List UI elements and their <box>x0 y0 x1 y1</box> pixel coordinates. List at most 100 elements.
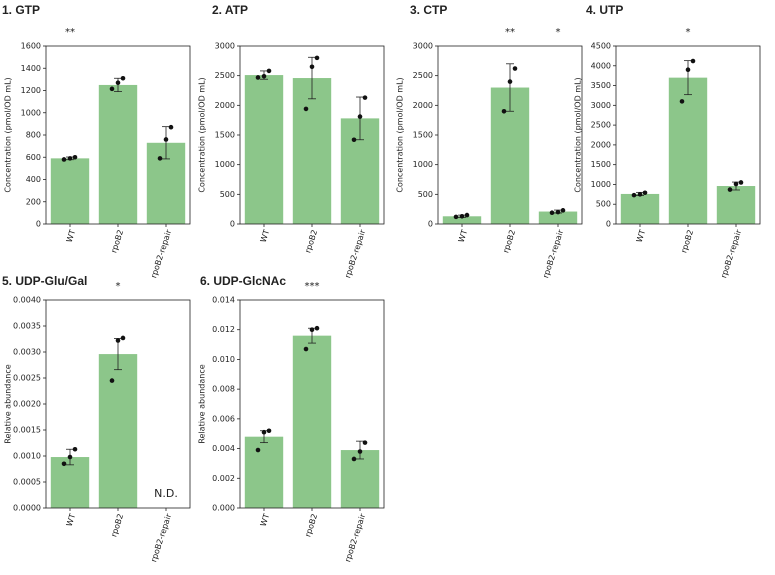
data-point <box>453 214 459 220</box>
significance: * <box>116 281 121 292</box>
y-axis-label: Concentration (pmol/OD mL) <box>574 77 583 192</box>
bar <box>244 436 284 508</box>
data-point <box>507 79 513 84</box>
y-tick-label: 0.0030 <box>13 348 41 357</box>
bar <box>50 158 90 224</box>
y-tick-label: 400 <box>26 175 41 184</box>
bar <box>98 354 138 508</box>
significance: ** <box>505 27 515 38</box>
x-tick-label: WT <box>259 513 272 528</box>
y-tick-label: 3000 <box>591 101 611 110</box>
y-tick-label: 1500 <box>215 131 235 140</box>
x-tick-label: WT <box>259 229 272 244</box>
data-point <box>72 154 78 160</box>
y-tick-label: 0.0010 <box>13 452 41 461</box>
plot-frame <box>437 45 583 225</box>
chart-title: 2. ATP <box>212 3 248 17</box>
data-point <box>309 64 315 70</box>
y-tick-label: 1000 <box>21 108 41 117</box>
data-point <box>555 209 561 215</box>
x-tick-label: rpoB2 <box>109 513 125 538</box>
x-tick-label: rpoB2-repair <box>149 228 173 279</box>
x-tick-label: rpoB2-repair <box>343 228 367 279</box>
y-tick-label: 2500 <box>591 121 611 130</box>
bar <box>50 457 90 508</box>
data-point <box>314 55 320 61</box>
x-tick-label: WT <box>635 229 648 244</box>
chart-title: 5. UDP-Glu/Gal <box>2 274 87 288</box>
data-point <box>61 157 67 162</box>
chart-title: 1. GTP <box>2 3 40 17</box>
y-tick-label: 0.0000 <box>13 504 41 513</box>
y-tick-label: 0.010 <box>212 355 235 364</box>
data-point <box>309 327 315 333</box>
data-point <box>464 212 470 218</box>
chart-title: 6. UDP-GlcNAc <box>200 274 286 288</box>
y-tick-label: 1000 <box>591 180 611 189</box>
data-point <box>351 456 357 462</box>
data-point <box>109 86 115 92</box>
y-tick-label: 0.0035 <box>13 322 41 331</box>
y-tick-label: 1500 <box>591 160 611 169</box>
y-tick-label: 800 <box>26 131 41 140</box>
y-tick-label: 0.0005 <box>13 478 41 487</box>
x-tick-label: rpoB2 <box>303 513 319 538</box>
y-tick-label: 0.000 <box>212 504 235 513</box>
bar <box>668 77 708 225</box>
y-tick-label: 0 <box>428 220 433 229</box>
data-point <box>679 99 685 104</box>
y-tick-label: 0.0040 <box>13 296 41 305</box>
data-point <box>549 210 555 216</box>
plot-frame <box>615 45 761 225</box>
x-tick-label: rpoB2-repair <box>541 228 565 279</box>
y-axis-label: Relative abundance <box>4 364 13 443</box>
y-tick-label: 500 <box>220 190 235 199</box>
data-point <box>120 75 126 81</box>
data-point <box>631 192 637 198</box>
y-tick-label: 3000 <box>413 42 433 51</box>
y-tick-label: 1200 <box>21 86 41 95</box>
data-point <box>120 335 126 341</box>
data-point <box>115 80 121 86</box>
y-tick-label: 2000 <box>215 101 235 110</box>
y-axis-label: Relative abundance <box>198 364 207 443</box>
y-tick-label: 0.006 <box>212 414 235 423</box>
y-tick-label: 2500 <box>215 71 235 80</box>
bar <box>340 450 380 508</box>
data-point <box>67 156 73 161</box>
plot-frame <box>239 45 385 225</box>
data-point <box>512 66 518 71</box>
data-point <box>351 137 357 143</box>
x-tick-label: rpoB2 <box>303 229 319 254</box>
data-point <box>501 108 507 114</box>
data-point <box>266 428 272 434</box>
data-point <box>303 346 309 352</box>
value-label: N.D. <box>154 487 178 500</box>
x-tick-label: rpoB2 <box>109 229 125 254</box>
y-tick-label: 4000 <box>591 61 611 70</box>
data-point <box>357 114 363 119</box>
chart-title: 3. CTP <box>410 3 447 17</box>
data-point <box>690 58 696 64</box>
x-tick-label: WT <box>457 229 470 244</box>
y-tick-label: 0.008 <box>212 385 235 394</box>
y-tick-label: 0.0025 <box>13 374 41 383</box>
y-tick-label: 0 <box>606 220 611 229</box>
data-point <box>642 190 648 196</box>
y-axis-label: Concentration (pmol/OD mL) <box>4 77 13 192</box>
bar <box>292 335 332 508</box>
data-point <box>357 449 363 454</box>
data-point <box>738 180 744 185</box>
chart-title: 4. UTP <box>586 3 623 17</box>
y-tick-label: 0.012 <box>212 325 235 334</box>
y-tick-label: 500 <box>596 200 611 209</box>
y-axis-label: Concentration (pmol/OD mL) <box>198 77 207 192</box>
data-point <box>255 447 261 453</box>
data-point <box>67 454 73 460</box>
y-tick-label: 0.014 <box>212 296 235 305</box>
significance: *** <box>305 281 320 292</box>
y-tick-label: 3000 <box>215 42 235 51</box>
data-point <box>303 106 309 112</box>
x-tick-label: WT <box>65 513 78 528</box>
